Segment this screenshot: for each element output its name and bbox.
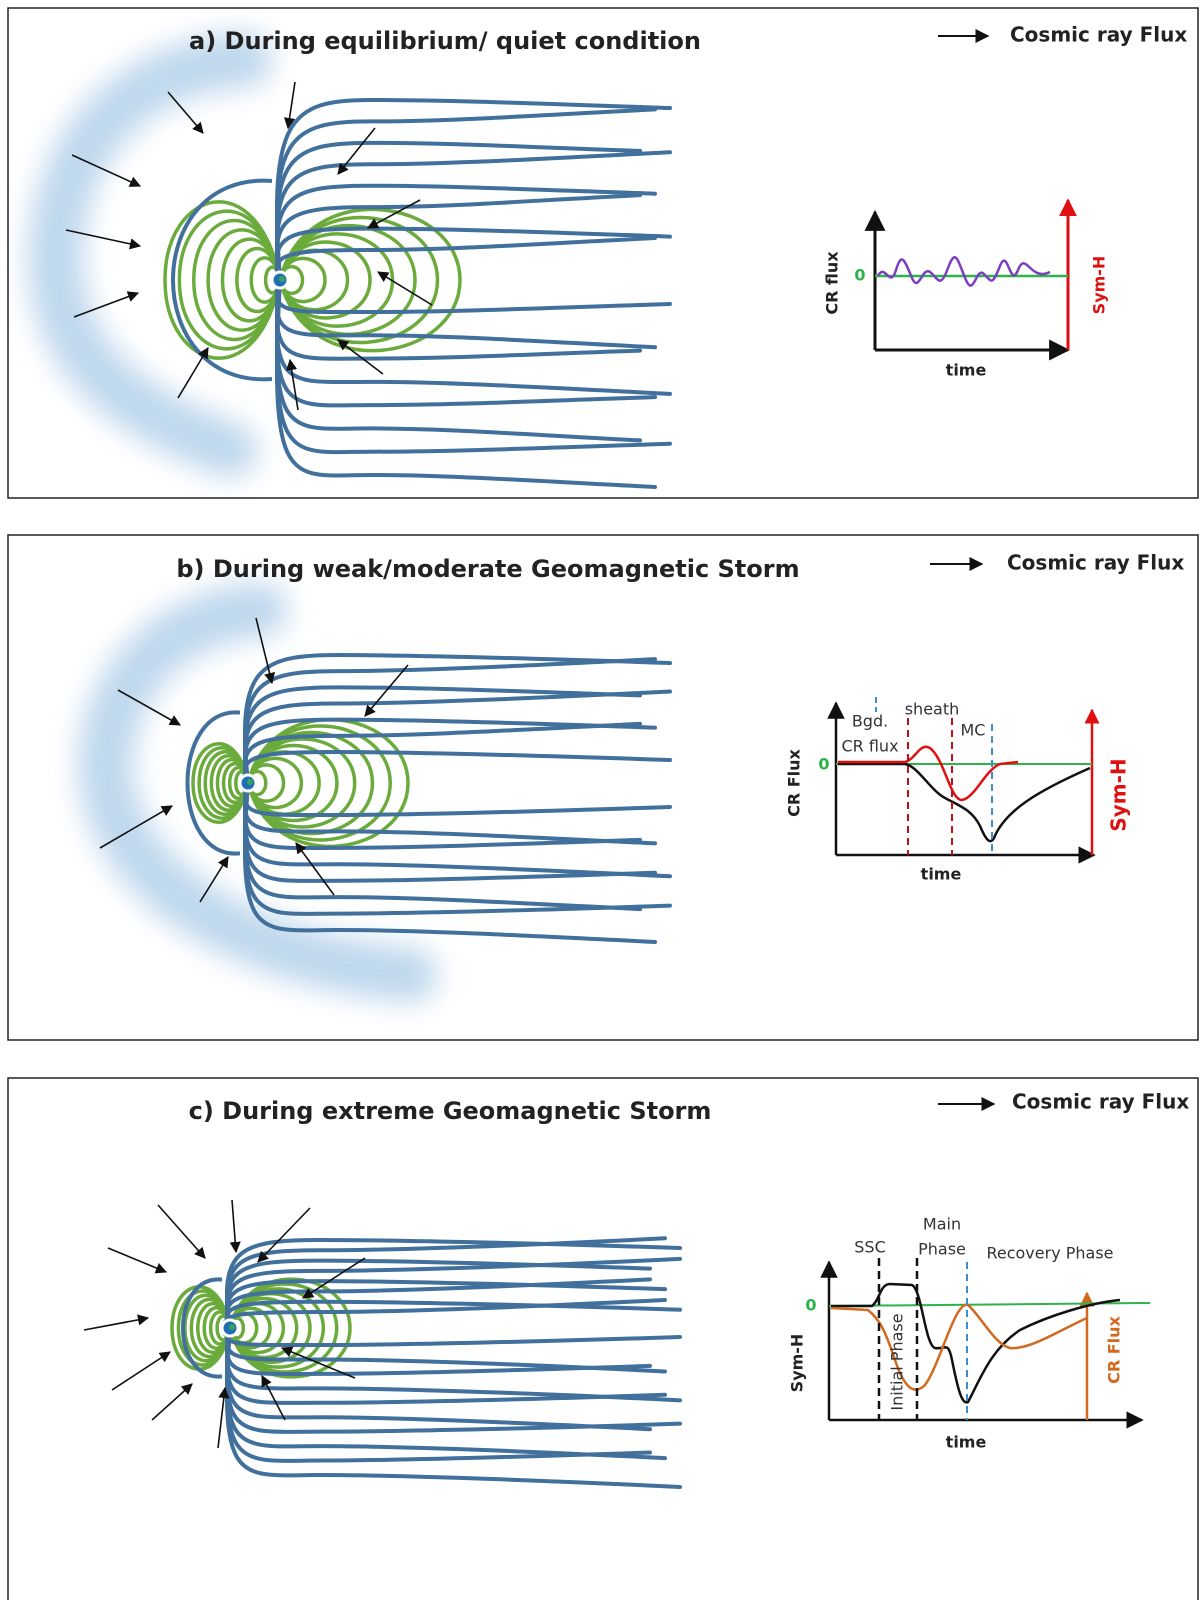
- annotation: Bgd.: [852, 712, 888, 731]
- legend-label: Cosmic ray Flux: [1012, 1090, 1189, 1114]
- page: a) During equilibrium/ quiet condition b…: [0, 0, 1202, 1600]
- annotation: Initial Phase: [888, 1313, 907, 1410]
- open-field-line: [277, 229, 670, 280]
- cosmic-ray-arrow: [112, 1352, 170, 1390]
- annotation: CR flux: [841, 737, 898, 756]
- cosmic-ray-arrow: [232, 1200, 236, 1252]
- bow-shock-halo: [106, 610, 410, 975]
- y-axis-label: Sym-H: [788, 1334, 807, 1393]
- open-field-line: [245, 783, 670, 815]
- cosmic-ray-arrow: [262, 1376, 285, 1420]
- legend-label: Cosmic ray Flux: [1010, 23, 1187, 47]
- inset-a: 0 CR flux Sym-H time: [823, 200, 1109, 380]
- zero-label: 0: [818, 755, 829, 774]
- annotation: Main: [923, 1215, 961, 1234]
- open-field-line: [245, 752, 670, 783]
- y-axis-label: CR flux: [823, 251, 842, 315]
- magnetopause: [188, 712, 241, 853]
- annotation: sheath: [905, 700, 960, 719]
- zero-label: 0: [805, 1296, 816, 1315]
- annotation: MC: [961, 721, 986, 740]
- inset-b: Bgd. CR flux sheath MC 0 CR Flux Sym-H t…: [785, 697, 1131, 884]
- open-field-line: [277, 280, 670, 312]
- x-axis-label: time: [946, 1433, 987, 1452]
- annotation: Phase: [918, 1240, 966, 1259]
- cosmic-ray-arrow: [258, 1208, 310, 1262]
- panel-title: c) During extreme Geomagnetic Storm: [189, 1097, 712, 1125]
- cosmic-ray-arrow: [108, 1248, 166, 1272]
- cosmic-ray-arrow: [296, 843, 334, 895]
- legend-label: Cosmic ray Flux: [1007, 551, 1184, 575]
- annotation: Recovery Phase: [986, 1244, 1113, 1263]
- x-axis-label: time: [921, 865, 962, 884]
- bow-shock-halo: [56, 60, 245, 450]
- open-field-line: [227, 1328, 665, 1458]
- earth-land: [247, 779, 253, 785]
- earth-land: [229, 1324, 235, 1330]
- cosmic-ray-arrow: [218, 1388, 225, 1448]
- cosmic-ray-arrow: [290, 360, 298, 410]
- cosmic-ray-arrow: [152, 1384, 192, 1420]
- open-field-line: [277, 100, 670, 280]
- y2-axis-label: Sym-H: [1090, 256, 1109, 315]
- panel-title: b) During weak/moderate Geomagnetic Stor…: [176, 555, 799, 583]
- open-field-line: [227, 1328, 680, 1487]
- y2-axis-label: CR Flux: [1105, 1315, 1124, 1383]
- y2-axis-label: Sym-H: [1107, 758, 1131, 831]
- cosmic-ray-arrow: [178, 348, 208, 398]
- annotation: SSC: [854, 1238, 885, 1257]
- zero-label: 0: [854, 266, 865, 285]
- y-axis-label: CR Flux: [785, 748, 804, 816]
- x-axis-label: time: [946, 361, 987, 380]
- cosmic-ray-arrow: [84, 1318, 148, 1330]
- earth-land: [279, 276, 285, 282]
- figure: a) During equilibrium/ quiet condition b…: [0, 0, 1202, 1600]
- illustrations: [56, 60, 680, 1487]
- panel-title: a) During equilibrium/ quiet condition: [189, 27, 701, 55]
- cosmic-ray-arrow: [158, 1205, 205, 1258]
- inset-c: SSC Main Phase Recovery Phase Initial Ph…: [788, 1215, 1151, 1452]
- cosmic-ray-arrow: [338, 128, 375, 174]
